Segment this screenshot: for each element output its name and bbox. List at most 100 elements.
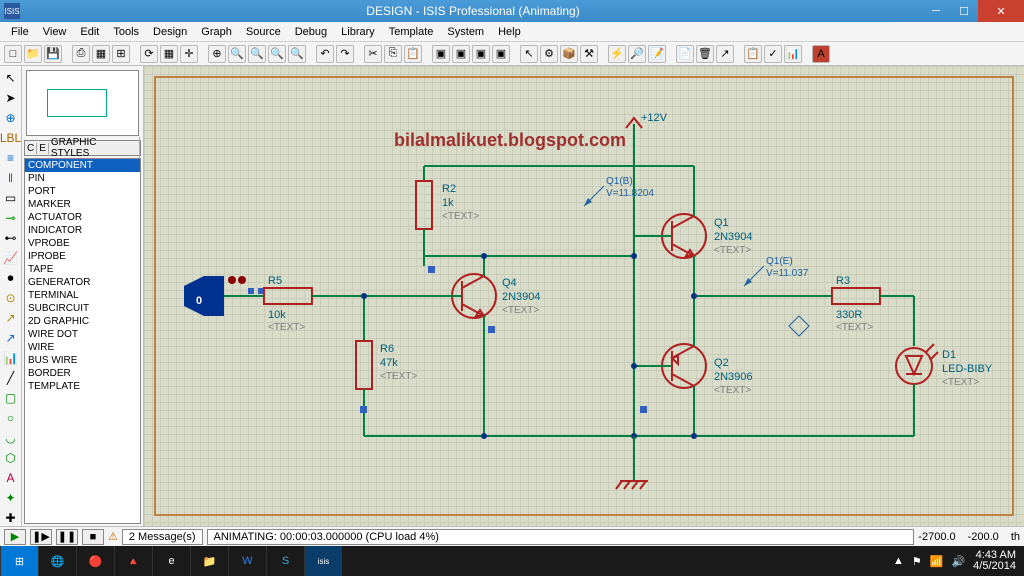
step-button[interactable]: ❚▶: [30, 529, 52, 545]
make-button[interactable]: ⚙: [540, 45, 558, 63]
tray-network-icon[interactable]: 📶: [930, 555, 944, 568]
taskbar-isis-icon[interactable]: isis: [304, 546, 342, 576]
menu-template[interactable]: Template: [382, 24, 441, 40]
zoomout-button[interactable]: 🔍: [248, 45, 266, 63]
origin-button[interactable]: ✛: [180, 45, 198, 63]
line-tool-icon[interactable]: ╱: [3, 370, 19, 386]
maximize-button[interactable]: ☐: [950, 0, 978, 22]
package-button[interactable]: 📦: [560, 45, 578, 63]
area-button[interactable]: ▦: [92, 45, 110, 63]
menu-system[interactable]: System: [440, 24, 491, 40]
copy-button[interactable]: ⎘: [384, 45, 402, 63]
component-tool-icon[interactable]: ➤: [3, 90, 19, 106]
bom-button[interactable]: 📋: [744, 45, 762, 63]
netlist-button[interactable]: 📊: [784, 45, 802, 63]
wire-autoroute-button[interactable]: ⚡: [608, 45, 626, 63]
graph-tool-icon[interactable]: 📈: [3, 250, 19, 266]
junction-tool-icon[interactable]: ⊕: [3, 110, 19, 126]
menu-design[interactable]: Design: [146, 24, 194, 40]
menu-debug[interactable]: Debug: [288, 24, 334, 40]
wirelabel-tool-icon[interactable]: LBL: [3, 130, 19, 146]
list-item[interactable]: VPROBE: [25, 237, 140, 250]
menu-source[interactable]: Source: [239, 24, 288, 40]
terminal-tool-icon[interactable]: ⊸: [3, 210, 19, 226]
tape-tool-icon[interactable]: ⏺: [3, 270, 19, 286]
list-item[interactable]: COMPONENT: [25, 159, 140, 172]
list-item[interactable]: ACTUATOR: [25, 211, 140, 224]
grid-button[interactable]: ⊞: [112, 45, 130, 63]
menu-graph[interactable]: Graph: [194, 24, 239, 40]
list-item[interactable]: PIN: [25, 172, 140, 185]
box-tool-icon[interactable]: ▢: [3, 390, 19, 406]
pause-button[interactable]: ❚❚: [56, 529, 78, 545]
generator-tool-icon[interactable]: ⊙: [3, 290, 19, 306]
bus-tool-icon[interactable]: ‖: [3, 170, 19, 186]
zoomall-button[interactable]: 🔍: [268, 45, 286, 63]
marker-tool-icon[interactable]: ✚: [3, 510, 19, 526]
list-item[interactable]: TAPE: [25, 263, 140, 276]
zoomin-button[interactable]: 🔍: [228, 45, 246, 63]
script-tool-icon[interactable]: ≡: [3, 150, 19, 166]
menu-view[interactable]: View: [36, 24, 74, 40]
paste-button[interactable]: 📋: [404, 45, 422, 63]
cut-button[interactable]: ✂: [364, 45, 382, 63]
refresh-button[interactable]: ⟳: [140, 45, 158, 63]
print-button[interactable]: ⎙: [72, 45, 90, 63]
menu-edit[interactable]: Edit: [73, 24, 106, 40]
list-item[interactable]: 2D GRAPHIC: [25, 315, 140, 328]
list-item[interactable]: WIRE: [25, 341, 140, 354]
grid2-button[interactable]: ▦: [160, 45, 178, 63]
list-item[interactable]: BUS WIRE: [25, 354, 140, 367]
path-tool-icon[interactable]: ⬡: [3, 450, 19, 466]
list-item[interactable]: TEMPLATE: [25, 380, 140, 393]
selection-tool-icon[interactable]: ↖: [3, 70, 19, 86]
instrument-tool-icon[interactable]: 📊: [3, 350, 19, 366]
schematic-canvas[interactable]: bilalmalikuet.blogspot.com +12V R2 1k <T…: [144, 66, 1024, 526]
tray-up-icon[interactable]: ▲: [893, 555, 904, 567]
list-item[interactable]: PORT: [25, 185, 140, 198]
list-item[interactable]: IPROBE: [25, 250, 140, 263]
taskbar-chrome-icon[interactable]: 🔴: [76, 546, 114, 576]
block-move-button[interactable]: ▣: [452, 45, 470, 63]
delsheet-button[interactable]: 🗑: [696, 45, 714, 63]
exitsheet-button[interactable]: ↗: [716, 45, 734, 63]
taskbar-edge-icon[interactable]: е: [152, 546, 190, 576]
list-item[interactable]: MARKER: [25, 198, 140, 211]
system-tray[interactable]: ▲ ⚑ 📶 🔊 4:43 AM 4/5/2014: [885, 550, 1024, 572]
property-button[interactable]: 📝: [648, 45, 666, 63]
list-item[interactable]: INDICATOR: [25, 224, 140, 237]
arc-tool-icon[interactable]: ◡: [3, 430, 19, 446]
zoomarea-button[interactable]: 🔍: [288, 45, 306, 63]
probe-i-tool-icon[interactable]: ↗: [3, 330, 19, 346]
play-button[interactable]: ▶: [4, 529, 26, 545]
stop-button[interactable]: ■: [82, 529, 104, 545]
menu-tools[interactable]: Tools: [106, 24, 146, 40]
ares-button[interactable]: A: [812, 45, 830, 63]
save-button[interactable]: 💾: [44, 45, 62, 63]
taskbar-vlc-icon[interactable]: 🔺: [114, 546, 152, 576]
menu-library[interactable]: Library: [334, 24, 382, 40]
taskbar-ie-icon[interactable]: 🌐: [38, 546, 76, 576]
new-button[interactable]: □: [4, 45, 22, 63]
block-rotate-button[interactable]: ▣: [472, 45, 490, 63]
list-item[interactable]: BORDER: [25, 367, 140, 380]
pick-button[interactable]: ↖: [520, 45, 538, 63]
list-item[interactable]: WIRE DOT: [25, 328, 140, 341]
newsheet-button[interactable]: 📄: [676, 45, 694, 63]
subcircuit-tool-icon[interactable]: ▭: [3, 190, 19, 206]
list-item[interactable]: SUBCIRCUIT: [25, 302, 140, 315]
overview-panel[interactable]: [26, 70, 139, 136]
tray-clock[interactable]: 4:43 AM 4/5/2014: [973, 550, 1016, 572]
circle-tool-icon[interactable]: ○: [3, 410, 19, 426]
list-item[interactable]: TERMINAL: [25, 289, 140, 302]
close-button[interactable]: ✕: [978, 0, 1024, 22]
minimize-button[interactable]: ─: [922, 0, 950, 22]
open-button[interactable]: 📁: [24, 45, 42, 63]
taskbar-skype-icon[interactable]: S: [266, 546, 304, 576]
messages-box[interactable]: 2 Message(s): [122, 529, 203, 545]
text-tool-icon[interactable]: A: [3, 470, 19, 486]
tray-volume-icon[interactable]: 🔊: [951, 555, 965, 568]
taskbar-explorer-icon[interactable]: 📁: [190, 546, 228, 576]
block-copy-button[interactable]: ▣: [432, 45, 450, 63]
symbol-tool-icon[interactable]: ✦: [3, 490, 19, 506]
